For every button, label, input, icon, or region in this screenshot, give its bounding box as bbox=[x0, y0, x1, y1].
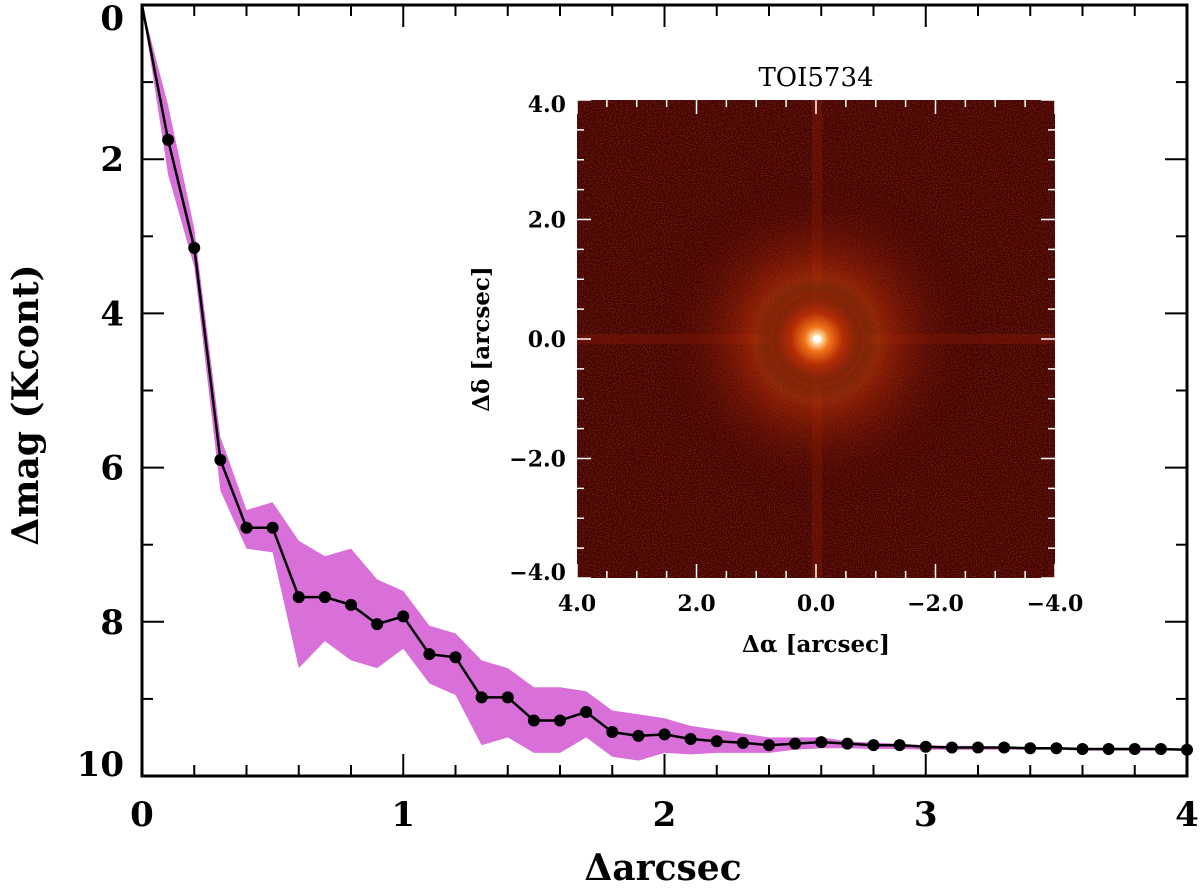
contrast-point bbox=[345, 598, 357, 611]
main-x-tick-labels: 0 1 2 3 4 bbox=[130, 795, 1199, 835]
contrast-point bbox=[397, 610, 410, 623]
contrast-point bbox=[1102, 743, 1115, 756]
inset-y-tick-labels: 4.0 2.0 0.0 −2.0 −4.0 bbox=[509, 92, 566, 586]
contrast-point bbox=[1024, 742, 1037, 755]
x-tick-label: 4 bbox=[1175, 795, 1199, 835]
contrast-point bbox=[763, 739, 775, 752]
contrast-point bbox=[684, 732, 697, 745]
main-plot-frame bbox=[140, 3, 1189, 778]
inset-x-tick-label: 4.0 bbox=[558, 591, 596, 617]
y-tick-label: 0 bbox=[100, 0, 124, 39]
contrast-point bbox=[841, 737, 854, 750]
inset-y-tick-label: 2.0 bbox=[528, 208, 566, 234]
contrast-point bbox=[188, 241, 201, 254]
contrast-point bbox=[266, 521, 279, 534]
contrast-point bbox=[919, 740, 932, 753]
contrast-curve-plot: 0 1 2 3 4 0 2 4 6 8 10 Δarcsec Δmag (Kcont) bbox=[5, 0, 1199, 889]
y-tick-label: 8 bbox=[100, 603, 124, 643]
inset-x-tick-labels: 4.0 2.0 0.0 −2.0 −4.0 bbox=[558, 591, 1084, 617]
x-axis-label: Δarcsec bbox=[584, 847, 741, 889]
contrast-point bbox=[658, 728, 671, 741]
contrast-point bbox=[162, 133, 175, 146]
inset-y-tick-label: 0.0 bbox=[528, 327, 566, 353]
inset-x-axis-label: Δα [arcsec] bbox=[742, 631, 890, 658]
inset-x-tick-label: 0.0 bbox=[797, 591, 835, 617]
contrast-point bbox=[1076, 743, 1089, 756]
x-tick-label: 0 bbox=[130, 795, 154, 835]
inset-x-tick-label: −2.0 bbox=[907, 591, 964, 617]
contrast-point bbox=[1050, 742, 1063, 755]
contrast-point bbox=[710, 735, 723, 748]
contrast-point bbox=[527, 714, 540, 727]
contrast-point bbox=[318, 591, 331, 604]
inset-x-tick-label: −4.0 bbox=[1027, 591, 1084, 617]
contrast-point bbox=[371, 618, 384, 631]
contrast-point bbox=[554, 714, 566, 727]
contrast-point bbox=[893, 739, 906, 752]
x-tick-label: 1 bbox=[391, 795, 415, 835]
contrast-point bbox=[580, 706, 593, 719]
contrast-point bbox=[632, 729, 645, 742]
contrast-point bbox=[292, 591, 305, 604]
inset-axis-ticks bbox=[576, 99, 1056, 579]
contrast-curve-points bbox=[162, 133, 1193, 756]
x-tick-label: 3 bbox=[914, 795, 938, 835]
psf-peak bbox=[813, 335, 821, 343]
contrast-point bbox=[606, 726, 619, 739]
y-tick-label: 6 bbox=[100, 449, 124, 489]
inset-y-tick-label: −4.0 bbox=[509, 560, 566, 586]
contrast-point bbox=[214, 453, 227, 466]
y-axis-label: Δmag (Kcont) bbox=[5, 264, 47, 545]
main-y-tick-labels: 0 2 4 6 8 10 bbox=[77, 0, 124, 785]
contrast-point bbox=[972, 741, 984, 754]
contrast-point bbox=[423, 648, 436, 661]
inset-title: TOI5734 bbox=[758, 63, 873, 93]
contrast-point bbox=[789, 737, 802, 750]
inset-psf-image: 4.0 2.0 0.0 −2.0 −4.0 4.0 2.0 0.0 −2.0 −4.0 TOI5… bbox=[468, 63, 1083, 658]
contrast-point bbox=[501, 691, 514, 704]
y-tick-label: 10 bbox=[77, 745, 124, 785]
y-tick-label: 2 bbox=[100, 140, 124, 180]
contrast-point bbox=[240, 521, 253, 534]
contrast-point bbox=[945, 741, 958, 754]
contrast-point bbox=[475, 691, 488, 704]
x-tick-label: 2 bbox=[653, 795, 677, 835]
inset-y-axis-label: Δδ [arcsec] bbox=[468, 266, 495, 412]
contrast-point bbox=[1128, 743, 1141, 756]
contrast-point bbox=[736, 736, 749, 749]
contrast-point bbox=[998, 741, 1011, 754]
contrast-point bbox=[867, 739, 880, 752]
contrast-point bbox=[1154, 743, 1167, 756]
y-tick-label: 4 bbox=[100, 294, 124, 334]
inset-y-tick-label: −2.0 bbox=[509, 447, 566, 473]
inset-x-tick-label: 2.0 bbox=[677, 591, 715, 617]
inset-y-tick-label: 4.0 bbox=[528, 92, 566, 118]
contrast-point bbox=[815, 736, 828, 749]
contrast-point bbox=[449, 651, 462, 664]
